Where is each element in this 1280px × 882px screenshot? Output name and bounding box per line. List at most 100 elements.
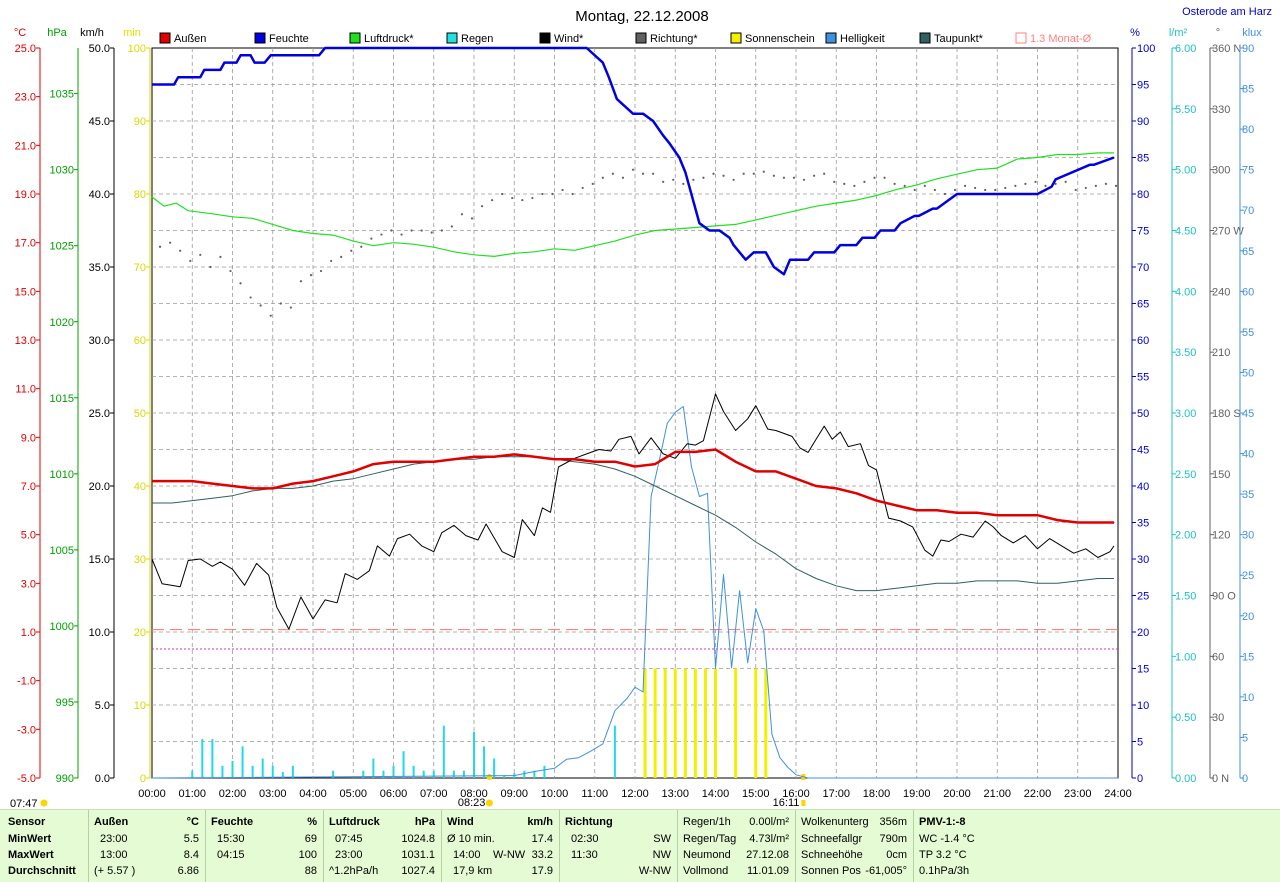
richtung-point-63 [792,176,796,179]
legend-label-4: Wind* [554,33,584,45]
wind-tick-6: 20.0 [89,481,110,493]
lux-tick-0: 90 [1242,43,1254,55]
richtung-point-88 [1044,184,1047,187]
dir-tick-4: 240 [1212,286,1230,298]
sun-tick-8: 20 [134,627,146,639]
temp-tick-4: 17.0 [15,238,36,250]
time-tick-10: 10:00 [541,788,569,800]
time-tick-16: 16:00 [782,788,810,800]
rain-tick-6: 3.00 [1175,408,1196,420]
feuchte-min-time: 15:30 [217,833,245,845]
hum-tick-9: 55 [1137,372,1149,384]
richtung-point-92 [1084,186,1087,190]
hum-tick-11: 45 [1137,445,1149,457]
legend-label-6: Sonnenschein [745,33,815,45]
rain-tick-4: 4.00 [1175,286,1196,298]
richtung-point-77 [933,188,936,192]
time-tick-14: 14:00 [702,788,730,800]
hum-tick-8: 60 [1137,335,1149,347]
temp-tick-3: 19.0 [15,189,36,201]
sun-bar-2 [663,668,667,778]
schneefall-value: 790m [879,833,907,845]
feuchte-min-value: 69 [304,833,317,845]
richtung-point-6 [219,255,222,258]
richtung-min-value: SW [653,833,671,845]
schneefall-label: Schneefallgr [801,833,863,845]
footer-sensor-col: Sensor MinWert MaxWert Durchschnitt [0,810,89,882]
press-tick-1: 1030 [50,165,74,177]
wind-max-dir: W-NW [493,849,526,861]
wind-tick-2: 40.0 [89,189,110,201]
richtung-point-65 [813,174,816,177]
hum-tick-4: 80 [1137,189,1149,201]
richtung-point-48 [641,172,645,175]
temp-tick-5: 15.0 [15,286,36,298]
richtung-point-61 [772,174,775,177]
richtung-max-value: NW [652,849,671,861]
rain-tick-3: 4.50 [1175,226,1196,238]
richtung-point-26 [420,229,423,232]
lux-tick-3: 75 [1242,165,1254,177]
dir-tick-6: 180 S [1212,408,1241,420]
richtung-point-16 [319,269,323,273]
hum-tick-6: 70 [1137,262,1149,274]
rain-tick-12: 0.00 [1175,773,1196,785]
vollmond-label: Vollmond [683,865,729,877]
richtung-point-68 [843,182,846,185]
time-tick-9: 09:00 [500,788,528,800]
richtung-point-80 [963,184,967,187]
rain-bar-30 [543,765,546,778]
luftdruck-max-value: 1031.1 [401,849,435,861]
transit-axis-marker [486,774,493,780]
rain-bar-23 [473,731,475,778]
sun-bar-9 [754,668,758,778]
rain-bar-12 [362,770,365,778]
hum-tick-0: 100 [1137,43,1155,55]
wolken-label: Wolkenunterg [801,816,869,828]
richtung-point-95 [1114,184,1118,187]
luftdruck-avg-value: 1027.4 [401,865,435,877]
rain-bar-29 [533,770,536,778]
schneehoehe-value: 0cm [886,849,907,861]
richtung-point-23 [390,229,393,232]
richtung-point-29 [450,225,453,228]
legend-label-9: 1.3 Monat-Ø [1030,33,1092,45]
luftdruck-min-value: 1024.8 [401,833,435,845]
hum-tick-7: 65 [1137,299,1149,311]
location-label: Osterode am Harz [1182,6,1272,18]
richtung-point-82 [984,188,987,192]
lux-tick-1: 85 [1242,84,1254,96]
hum-tick-3: 85 [1137,153,1149,165]
aussen-avg-value: 6.86 [177,865,199,877]
legend-swatch-9 [1015,32,1027,44]
press-tick-8: 995 [56,697,74,709]
aussen-header: Außen [94,816,129,828]
time-tick-6: 06:00 [380,788,408,800]
temp-tick-12: 1.0 [21,627,36,639]
legend-swatch-5 [635,32,647,44]
time-tick-1: 01:00 [178,788,206,800]
richtung-point-3 [189,259,192,263]
dir-tick-5: 210 [1212,347,1230,359]
richtung-point-32 [480,205,484,208]
luftdruck-unit: hPa [414,816,435,828]
richtung-min-time: 02:30 [571,833,599,845]
rain-bar-25 [493,758,496,778]
lux-tick-14: 20 [1242,611,1254,623]
wind-avg-value: 17.9 [531,865,553,877]
press-tick-7: 1000 [50,621,74,633]
richtung-point-76 [923,184,926,187]
feuchte-avg-value: 88 [304,865,317,877]
lux-tick-4: 70 [1242,205,1254,217]
rain-tick-9: 1.50 [1175,591,1196,603]
wind-unit: km/h [80,27,104,39]
rain-tick-7: 2.50 [1175,469,1196,481]
sonnenpos-label: Sonnen Pos [801,865,861,877]
dir-tick-1: 330 [1212,104,1230,116]
legend-label-0: Außen [174,33,206,45]
footer-aussen-col: Außen °C 23:00 5.5 13:00 8.4 (+ 5.57 ) 6.86 [88,810,206,882]
temp-tick-0: 25.0 [15,43,36,55]
legend: Außen Feuchte Luftdruck* Regen Wind* Richtung… [159,32,1092,45]
wind-row1-value: 17.4 [531,833,553,845]
aussen-min-value: 5.5 [183,833,199,845]
